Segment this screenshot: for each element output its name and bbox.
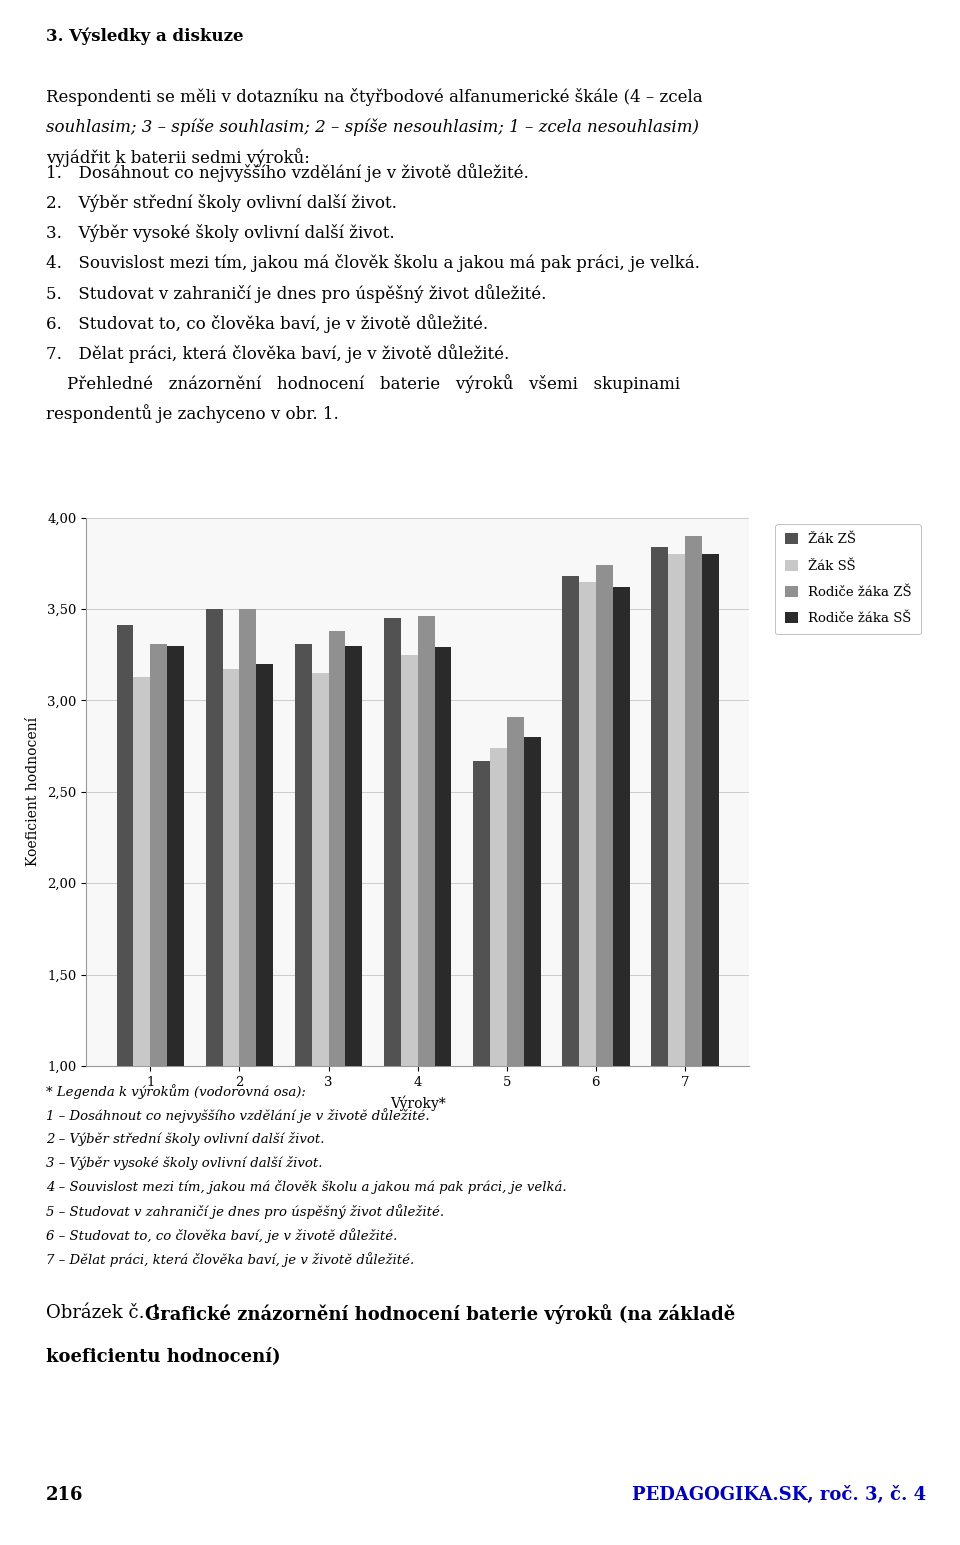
- Text: 5 – Studovat v zahraničí je dnes pro úspěšný život důležité.: 5 – Studovat v zahraničí je dnes pro úsp…: [46, 1205, 444, 1219]
- Bar: [612, 587, 630, 1248]
- Bar: [473, 760, 490, 1248]
- Text: 6 – Studovat to, co člověka baví, je v životě důležité.: 6 – Studovat to, co člověka baví, je v ž…: [46, 1228, 397, 1244]
- Bar: [507, 717, 523, 1248]
- Bar: [256, 664, 274, 1248]
- Y-axis label: Koeficient hodnocení: Koeficient hodnocení: [26, 717, 40, 867]
- Bar: [579, 581, 596, 1248]
- Text: 4 – Souvislost mezi tím, jakou má člověk školu a jakou má pak práci, je velká.: 4 – Souvislost mezi tím, jakou má člověk…: [46, 1180, 566, 1194]
- Bar: [205, 609, 223, 1248]
- Text: 4. Souvislost mezi tím, jakou má člověk školu a jakou má pak práci, je velká.: 4. Souvislost mezi tím, jakou má člověk …: [46, 253, 700, 272]
- Text: 1. Dosáhnout co nejvyššího vzdělání je v životě důležité.: 1. Dosáhnout co nejvyššího vzdělání je v…: [46, 164, 529, 182]
- Text: 2. Výběr střední školy ovlivní další život.: 2. Výběr střední školy ovlivní další živ…: [46, 193, 396, 212]
- Text: 3. Výsledky a diskuze: 3. Výsledky a diskuze: [46, 28, 244, 45]
- Text: 3 – Výběr vysoké školy ovlivní další život.: 3 – Výběr vysoké školy ovlivní další živ…: [46, 1156, 323, 1171]
- Bar: [523, 737, 540, 1248]
- Text: Obrázek č. 1:: Obrázek č. 1:: [46, 1304, 174, 1323]
- Bar: [312, 674, 328, 1248]
- Bar: [116, 626, 133, 1248]
- Bar: [702, 555, 719, 1248]
- Bar: [400, 655, 418, 1248]
- Text: * Legenda k výrokům (vodorovná osa):: * Legenda k výrokům (vodorovná osa):: [46, 1085, 306, 1100]
- Bar: [151, 644, 167, 1248]
- Bar: [596, 565, 612, 1248]
- Text: 5. Studovat v zahraničí je dnes pro úspěšný život důležité.: 5. Studovat v zahraničí je dnes pro úspě…: [46, 284, 546, 303]
- Text: 7. Dělat práci, která člověka baví, je v životě důležité.: 7. Dělat práci, která člověka baví, je v…: [46, 345, 510, 363]
- Text: 6. Studovat to, co člověka baví, je v životě důležité.: 6. Studovat to, co člověka baví, je v ži…: [46, 314, 489, 332]
- Bar: [133, 677, 151, 1248]
- Bar: [295, 644, 312, 1248]
- Text: Respondenti se měli v dotazníku na čtyřbodové alfanumerické škále (4 – zcela: Respondenti se měli v dotazníku na čtyřb…: [46, 88, 703, 107]
- Text: 7 – Dělat práci, která člověka baví, je v životě důležité.: 7 – Dělat práci, která člověka baví, je …: [46, 1251, 415, 1267]
- Legend: Žák ZŠ, Žák SŠ, Rodiče žáka ZŠ, Rodiče žáka SŠ: Žák ZŠ, Žák SŠ, Rodiče žáka ZŠ, Rodiče ž…: [776, 524, 921, 635]
- Bar: [328, 630, 346, 1248]
- Bar: [490, 748, 507, 1248]
- Text: 2 – Výběr střední školy ovlivní další život.: 2 – Výběr střední školy ovlivní další ži…: [46, 1132, 324, 1146]
- Bar: [167, 646, 184, 1248]
- Text: vyjádřit k baterii sedmi výroků:: vyjádřit k baterii sedmi výroků:: [46, 148, 310, 167]
- Text: 1 – Dosáhnout co nejvyššího vzdělání je v životě důležité.: 1 – Dosáhnout co nejvyššího vzdělání je …: [46, 1109, 430, 1123]
- Bar: [346, 646, 362, 1248]
- Bar: [684, 536, 702, 1248]
- Bar: [384, 618, 400, 1248]
- Text: 216: 216: [46, 1486, 84, 1505]
- Bar: [435, 647, 451, 1248]
- Bar: [668, 555, 684, 1248]
- Bar: [418, 616, 435, 1248]
- Text: Přehledné   znázornění   hodnocení   baterie   výroků   všemi   skupinami: Přehledné znázornění hodnocení baterie v…: [46, 374, 681, 392]
- Bar: [239, 609, 256, 1248]
- Text: 3. Výběr vysoké školy ovlivní další život.: 3. Výběr vysoké školy ovlivní další živo…: [46, 224, 395, 241]
- Bar: [562, 576, 579, 1248]
- Bar: [651, 547, 668, 1248]
- Text: PEDAGOGIKA.SK, roč. 3, č. 4: PEDAGOGIKA.SK, roč. 3, č. 4: [633, 1486, 926, 1505]
- X-axis label: Výroky*: Výroky*: [390, 1095, 445, 1111]
- Text: souhlasim; 3 – spíše souhlasim; 2 – spíše nesouhlasim; 1 – zcela nesouhlasim): souhlasim; 3 – spíše souhlasim; 2 – spíš…: [46, 119, 699, 136]
- Text: koeficientu hodnocení): koeficientu hodnocení): [46, 1347, 280, 1366]
- Text: Grafické znázornění hodnocení baterie výroků (na základě: Grafické znázornění hodnocení baterie vý…: [145, 1304, 735, 1324]
- Bar: [223, 669, 239, 1248]
- Text: respondentů je zachyceno v obr. 1.: respondentů je zachyceno v obr. 1.: [46, 405, 339, 423]
